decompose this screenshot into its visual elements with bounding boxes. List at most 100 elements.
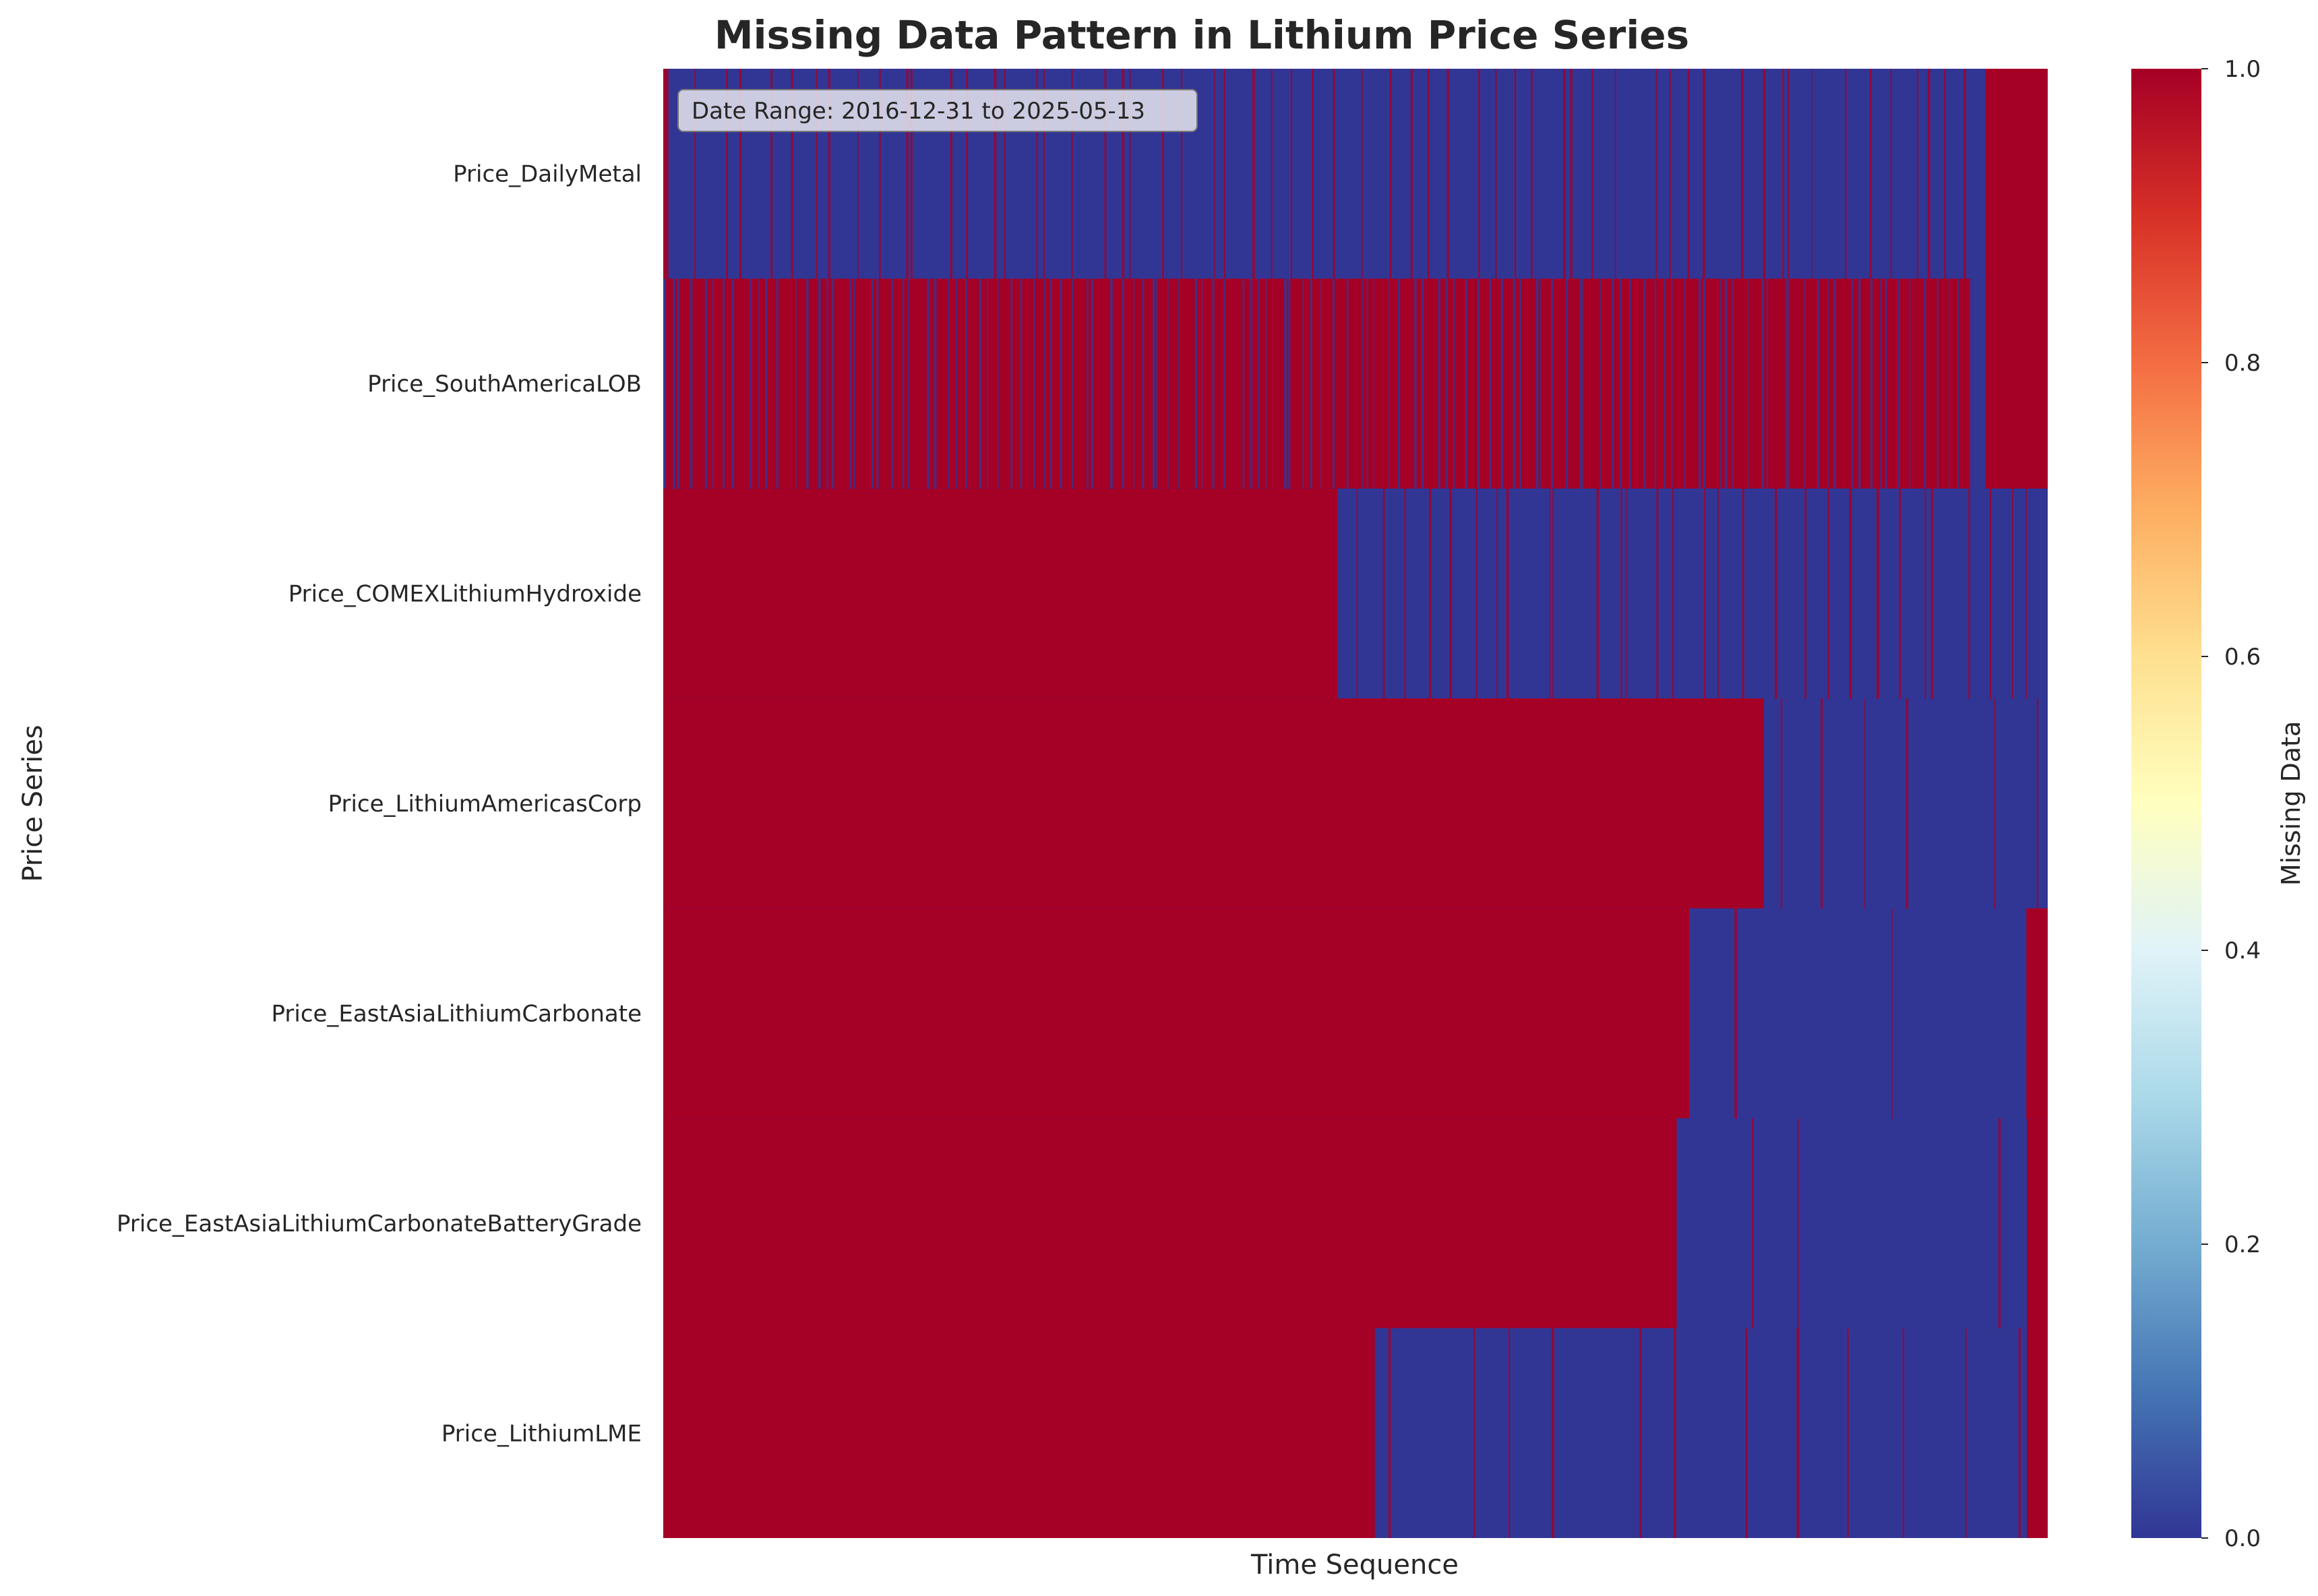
gap-stripe [1473, 1328, 1475, 1538]
row-label: Price_COMEXLithiumHydroxide [288, 581, 642, 608]
gap-stripe [1223, 69, 1226, 280]
gap-stripe [1133, 278, 1135, 489]
missing-segment [663, 1118, 1677, 1329]
gap-stripe [1181, 69, 1183, 280]
gap-stripe [1258, 278, 1260, 489]
gap-stripe [704, 278, 707, 489]
gap-stripe [1669, 69, 1671, 280]
gap-stripe [1909, 278, 1911, 489]
gap-stripe [1674, 1328, 1676, 1538]
gap-stripe [1366, 278, 1369, 489]
gap-stripe [2026, 908, 2028, 1119]
gap-stripe [857, 69, 859, 280]
gap-stripe [979, 278, 982, 489]
gap-stripe [758, 278, 760, 489]
gap-stripe [1489, 278, 1492, 489]
gap-stripe [1788, 278, 1790, 489]
colorbar-ticks: 0.0 0.2 0.4 0.6 0.8 1.0 [2201, 56, 2261, 1552]
gap-stripe [1870, 69, 1872, 280]
gap-stripe [1742, 488, 1744, 699]
gap-stripe [795, 278, 797, 489]
gap-stripe [1162, 69, 1164, 280]
gap-stripe [1905, 698, 1909, 909]
gap-stripe [1949, 278, 1950, 489]
gap-stripe [1796, 1328, 1800, 1538]
gap-stripe [1091, 278, 1094, 489]
gap-stripe [1508, 1328, 1511, 1538]
missing-segment [1985, 278, 2048, 489]
gap-stripe [1629, 278, 1631, 489]
gap-stripe [1104, 69, 1107, 280]
gap-stripe [1599, 278, 1601, 489]
annotation-box [677, 89, 1198, 132]
gap-stripe [2036, 698, 2039, 909]
gap-stripe [1465, 278, 1468, 489]
gap-stripe [1414, 278, 1417, 489]
gap-stripe [1346, 278, 1349, 489]
gap-stripe [1284, 278, 1287, 489]
gap-stripe [1998, 1118, 2001, 1329]
gap-stripe [1704, 488, 1706, 699]
gap-stripe [853, 278, 855, 489]
gap-stripe [1438, 278, 1441, 489]
gap-stripe [1847, 1328, 1849, 1538]
gap-stripe [1591, 69, 1593, 280]
colorbar-tick-label: 0.4 [2224, 938, 2261, 964]
gap-stripe [726, 69, 728, 280]
gap-stripe [1477, 278, 1480, 489]
gap-stripe [1122, 69, 1125, 280]
gap-stripe [1924, 488, 1926, 699]
gap-stripe [1916, 69, 1918, 280]
gap-stripe [986, 278, 988, 489]
colorbar-tick-label: 0.0 [2224, 1525, 2261, 1552]
missing-segment [663, 69, 667, 280]
gap-stripe [1745, 1328, 1748, 1538]
gap-stripe [1786, 278, 1789, 489]
gap-stripe [1212, 278, 1215, 489]
gap-stripe [1965, 1328, 1967, 1538]
gap-stripe [1821, 698, 1823, 909]
gap-stripe [673, 278, 676, 489]
missing-segment [2027, 1328, 2048, 1538]
gap-stripe [1388, 1328, 1391, 1538]
gap-stripe [1020, 278, 1023, 489]
gap-stripe [1551, 278, 1554, 489]
colorbar-tick-label: 0.8 [2224, 350, 2261, 377]
gap-stripe [1582, 278, 1584, 489]
gap-stripe [1264, 278, 1267, 489]
gap-stripe [1513, 278, 1516, 489]
missing-segment [663, 698, 1764, 909]
gap-stripe [677, 278, 680, 489]
gap-stripe [1362, 278, 1364, 489]
gap-stripe [1626, 488, 1628, 699]
gap-stripe [1250, 278, 1252, 489]
gap-stripe [1167, 278, 1169, 489]
gap-stripe [1382, 488, 1385, 699]
row-label: Price_LithiumLME [441, 1420, 642, 1447]
gap-stripe [1858, 278, 1861, 489]
gap-stripe [1864, 698, 1866, 909]
row-label: Price_DailyMetal [453, 161, 642, 188]
gap-stripe [1478, 69, 1480, 280]
gap-stripe [1656, 488, 1659, 699]
gap-stripe [1687, 69, 1690, 280]
gap-stripe [1302, 278, 1304, 489]
gap-stripe [723, 278, 725, 489]
gap-stripe [1804, 488, 1806, 699]
gap-stripe [1930, 488, 1933, 699]
gap-stripe [1570, 69, 1573, 280]
gap-stripe [1614, 69, 1616, 280]
gap-stripe [891, 278, 894, 489]
gap-stripe [1389, 278, 1390, 489]
gap-stripe [907, 278, 909, 489]
gap-stripe [1252, 69, 1255, 280]
gap-stripe [1428, 69, 1430, 280]
missing-segment [1985, 69, 2048, 280]
gap-stripe [739, 69, 742, 280]
gap-stripe [750, 278, 752, 489]
gap-stripe [1445, 278, 1448, 489]
gap-stripe [1870, 278, 1873, 489]
row-label: Price_EastAsiaLithiumCarbonateBatteryGra… [117, 1210, 642, 1237]
gap-stripe [1519, 278, 1521, 489]
